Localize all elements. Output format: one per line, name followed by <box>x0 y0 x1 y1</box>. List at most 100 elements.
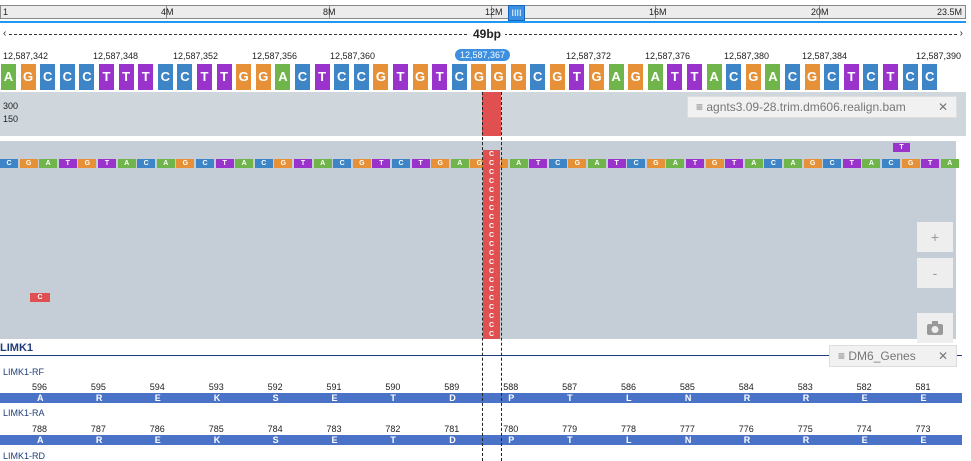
read-base: T <box>411 159 430 168</box>
reference-base: T <box>216 64 232 90</box>
aa-number: 584 <box>738 382 754 392</box>
read-row[interactable]: C <box>0 321 956 330</box>
read-base: A <box>744 159 763 168</box>
aa-number: 784 <box>267 424 283 434</box>
genome-ruler[interactable]: 1 4M 8M 12M 16M 20M 23.5M <box>0 5 966 19</box>
read-row[interactable]: C <box>0 204 956 213</box>
read-row[interactable]: C <box>0 168 956 177</box>
menu-icon[interactable]: ≡ <box>696 100 704 114</box>
amino-acid: P <box>508 435 515 445</box>
read-row[interactable]: C <box>0 186 956 195</box>
ruler-label: 12M <box>485 7 503 17</box>
amino-acid: T <box>567 393 573 403</box>
genes-track-panel[interactable]: ≡ DM6_Genes ✕ <box>829 345 957 367</box>
read-base: C <box>196 159 214 168</box>
read-base: G <box>901 159 920 168</box>
alignment-reads[interactable]: CCGATGTACAGCTACGTACGTCTGAGGATCGATCGATGTA… <box>0 140 966 339</box>
coord-label: 12,587,348 <box>93 51 139 61</box>
read-row[interactable]: C <box>0 249 956 258</box>
read-row[interactable]: C <box>0 150 956 159</box>
close-icon[interactable]: ✕ <box>937 349 948 363</box>
read-base: A <box>235 159 254 168</box>
read-row[interactable]: C <box>0 177 956 186</box>
read-row[interactable]: C <box>0 258 956 267</box>
coord-label: 12,587,372 <box>566 51 612 61</box>
reference-base: G <box>491 64 506 90</box>
reference-base: G <box>412 64 428 90</box>
reference-base: C <box>902 64 918 90</box>
reference-base: C <box>177 64 193 90</box>
read-mismatch: C <box>483 303 500 312</box>
gene-name: LIMK1 <box>0 342 33 354</box>
aa-number: 773 <box>915 424 931 434</box>
read-mismatch: C <box>483 249 500 258</box>
read-row[interactable] <box>0 141 956 150</box>
zoom-out-button[interactable]: - <box>917 258 953 288</box>
aa-number: 782 <box>385 424 401 434</box>
amino-acid: D <box>449 435 456 445</box>
read-row[interactable]: C <box>0 213 956 222</box>
amino-acid: N <box>684 393 692 403</box>
read-row[interactable]: C <box>0 222 956 231</box>
read-mismatch: C <box>483 150 500 159</box>
reference-base: A <box>647 64 663 90</box>
amino-acid: T <box>390 435 396 445</box>
read-base: A <box>509 159 528 168</box>
read-row[interactable]: C <box>0 303 956 312</box>
read-base: G <box>78 159 97 168</box>
amino-acid: K <box>213 393 221 403</box>
read-mismatch: C <box>483 177 500 186</box>
amino-acid: E <box>154 435 161 445</box>
reference-base: T <box>197 64 212 90</box>
read-row[interactable]: C <box>0 231 956 240</box>
reference-base: T <box>843 64 859 90</box>
close-icon[interactable]: ✕ <box>937 100 948 114</box>
amino-acid: D <box>449 393 456 403</box>
aa-number: 783 <box>326 424 342 434</box>
genes-track-name: DM6_Genes <box>848 349 916 363</box>
reference-base: C <box>40 64 56 90</box>
ruler-label: 8M <box>323 7 336 17</box>
menu-icon[interactable]: ≡ <box>838 349 846 363</box>
genes-track: LIMK1 LIMK1-RF 596 595 594 593 592 591 590 589 5… <box>0 338 966 461</box>
reference-base: C <box>530 64 546 90</box>
read-row[interactable]: C <box>0 195 956 204</box>
reference-base: G <box>255 64 271 90</box>
aa-number: 585 <box>679 382 695 392</box>
reference-base: G <box>745 64 761 90</box>
read-base: T <box>607 159 626 168</box>
read-row[interactable]: C <box>0 267 956 276</box>
read-row[interactable]: C <box>0 285 956 294</box>
read-base: G <box>705 159 724 168</box>
read-mismatch: C <box>483 231 500 240</box>
read-row[interactable]: CGATGTACAGCTACGTACGTCTGAGGATCGATCGATGTAC… <box>0 159 959 168</box>
amino-acid: A <box>37 435 44 445</box>
ruler-label: 4M <box>161 7 174 17</box>
read-mismatch: C <box>483 294 500 303</box>
read-base: G <box>568 159 587 168</box>
read-row[interactable]: C <box>0 294 956 303</box>
read-row[interactable]: C <box>0 330 956 339</box>
aa-number: 777 <box>679 424 695 434</box>
read-base: A <box>39 159 58 168</box>
center-guide-right <box>501 92 502 461</box>
read-base: C <box>764 159 783 168</box>
read-base: C <box>882 159 900 168</box>
read-base: A <box>156 159 175 168</box>
amino-acid: E <box>920 435 927 445</box>
bam-track-panel[interactable]: ≡ agnts3.09-28.trim.dm606.realign.bam ✕ <box>687 96 957 118</box>
zoom-in-button[interactable]: + <box>917 222 953 252</box>
read-row[interactable]: C <box>0 276 956 285</box>
aa-number: 776 <box>738 424 754 434</box>
read-row[interactable]: C <box>0 240 956 249</box>
region-marker[interactable]: IIII <box>508 5 525 21</box>
reference-base: T <box>99 64 114 90</box>
read-base: A <box>450 159 469 168</box>
camera-icon[interactable] <box>917 313 953 343</box>
aa-number: 593 <box>208 382 224 392</box>
coord-label: 12,587,356 <box>252 51 298 61</box>
aa-number: 583 <box>797 382 813 392</box>
read-row[interactable]: C <box>0 312 956 321</box>
